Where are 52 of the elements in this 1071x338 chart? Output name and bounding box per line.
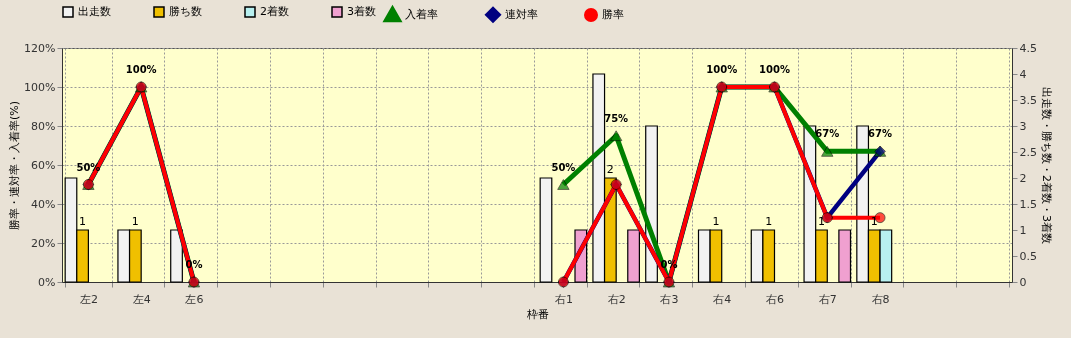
data-label: 100% (759, 64, 790, 75)
x-tick-label: 右2 (607, 292, 626, 306)
y2-tick-label: 1.5 (1019, 197, 1037, 211)
x-axis-title: 枠番 (525, 307, 549, 321)
x-tick-label: 右1 (554, 292, 573, 306)
data-label: 50% (551, 161, 576, 173)
data-label: 1 (765, 215, 773, 228)
data-label: 1 (712, 215, 720, 228)
x-tick-label: 右7 (818, 292, 837, 306)
y-tick-label: 20% (31, 236, 56, 250)
legend-label: 勝率 (602, 8, 624, 21)
y-tick-label: 120% (24, 41, 56, 55)
legend-label: 2着数 (260, 5, 289, 18)
y-tick-label: 100% (24, 80, 56, 94)
y-tick-label: 0% (38, 275, 56, 289)
data-label: 67% (815, 128, 840, 140)
y2-tick-label: 3 (1019, 119, 1027, 133)
y-tick-label: 40% (31, 197, 56, 211)
data-label: 1 (79, 215, 87, 228)
x-tick-label: 左2 (79, 292, 98, 306)
data-label: 67% (868, 128, 893, 140)
data-label: 1 (131, 215, 139, 228)
y2-tick-label: 4.5 (1019, 41, 1037, 55)
y2-tick-label: 2 (1019, 171, 1027, 185)
y2-tick-label: 4 (1019, 67, 1027, 81)
y2-tick-label: 2.5 (1019, 145, 1037, 159)
y-tick-label: 60% (31, 158, 56, 172)
data-label: 1 (870, 215, 878, 228)
data-label: 100% (125, 64, 157, 75)
data-label: 1 (817, 215, 825, 228)
x-tick-label: 右4 (713, 292, 732, 306)
legend-label: 3着数 (347, 5, 376, 18)
x-tick-label: 右3 (660, 292, 679, 306)
y-tick-label: 80% (31, 119, 56, 133)
legend-label: 連対率 (505, 7, 538, 21)
y2-axis-title: 出走数・勝ち数・2着数・3着数 (1039, 87, 1053, 244)
x-tick-label: 右8 (871, 292, 890, 306)
legend-label: 入着率 (405, 7, 438, 21)
x-tick-label: 左4 (132, 292, 151, 306)
y2-tick-label: 0 (1019, 275, 1027, 289)
y2-tick-label: 1 (1019, 223, 1027, 237)
y-axis-title: 勝率・連対率・入着率(%) (8, 100, 22, 231)
data-label: 75% (604, 112, 629, 124)
data-label: 0% (660, 259, 678, 270)
x-tick-label: 右6 (766, 292, 784, 306)
y2-tick-label: 0.5 (1019, 249, 1037, 263)
data-label: 2 (606, 163, 614, 176)
x-tick-label: 左6 (185, 292, 204, 306)
legend-label: 出走数 (78, 5, 111, 18)
data-label: 100% (706, 64, 738, 75)
legend-label: 勝ち数 (169, 5, 202, 18)
y2-tick-label: 3.5 (1019, 93, 1037, 107)
